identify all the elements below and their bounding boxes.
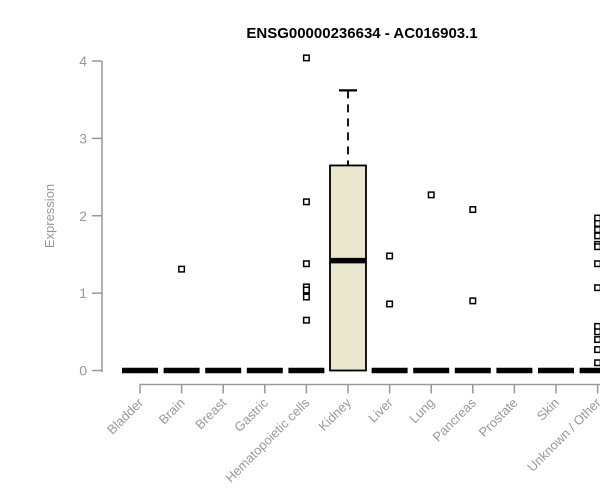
box-group [246, 367, 283, 374]
category-label: Lung [406, 395, 437, 426]
box-group [371, 252, 408, 374]
y-tick-label: 2 [79, 208, 87, 224]
box-group [122, 367, 158, 374]
median-line [496, 367, 533, 374]
outlier-point [302, 293, 310, 301]
category-label: Liver [365, 395, 396, 426]
outlier-point [386, 300, 394, 308]
outlier-point [594, 219, 600, 227]
outlier-point [302, 260, 310, 268]
median-line [205, 367, 242, 374]
outlier-point [302, 198, 310, 206]
category-label: Kidney [315, 395, 354, 434]
median-line [371, 367, 408, 374]
chart-title: ENSG00000236634 - AC016903.1 [246, 25, 477, 42]
box-group [288, 54, 325, 374]
expression-boxplot-figure: ENSG00000236634 - AC016903.1 Expression … [40, 16, 600, 500]
outlier-point [594, 336, 600, 344]
median-line [413, 367, 450, 374]
category-label: Skin [534, 395, 562, 423]
category-label: Gastric [231, 395, 271, 435]
category-label: Brain [156, 395, 188, 427]
outlier-point [469, 297, 477, 305]
y-tick-label: 0 [79, 363, 87, 379]
median-line [122, 367, 158, 374]
category-label: Pancreas [429, 395, 479, 445]
outlier-point [427, 191, 435, 199]
outlier-point [594, 328, 600, 336]
box-group [538, 367, 574, 374]
outlier-point [386, 252, 394, 260]
median-line [288, 367, 325, 374]
outlier-point [594, 226, 600, 234]
outlier-point [594, 359, 600, 367]
median-line [454, 367, 491, 374]
outlier-point [302, 286, 310, 294]
category-label: Prostate [476, 395, 521, 440]
outlier-point [469, 206, 477, 214]
outlier-point [594, 232, 600, 240]
y-axis-title: Expression [42, 184, 57, 248]
box-group [454, 206, 491, 374]
y-tick-label: 4 [79, 53, 87, 69]
iqr-box [329, 164, 367, 372]
outlier-point [302, 54, 310, 62]
box-group [579, 214, 600, 374]
plot-layer [122, 54, 600, 374]
outlier-point [594, 346, 600, 354]
median-line [579, 367, 600, 374]
box-group [163, 265, 200, 374]
outlier-point [594, 243, 600, 251]
category-label: Breast [192, 395, 229, 432]
outlier-point [594, 284, 600, 292]
outlier-point [594, 260, 600, 268]
boxplot-canvas: ENSG00000236634 - AC016903.1 Expression … [42, 25, 600, 485]
box-group [329, 89, 367, 372]
outlier-point [178, 265, 186, 273]
median-line [246, 367, 283, 374]
y-tick-label: 3 [79, 130, 87, 146]
median-line [330, 257, 366, 264]
category-label: Unknown / Other [524, 395, 600, 475]
outlier-point [302, 316, 310, 324]
box-group [496, 367, 533, 374]
y-tick-label: 1 [79, 285, 87, 301]
category-label: Bladder [104, 395, 147, 438]
median-line [163, 367, 200, 374]
box-group [205, 367, 242, 374]
box-group [413, 191, 450, 374]
median-line [538, 367, 574, 374]
